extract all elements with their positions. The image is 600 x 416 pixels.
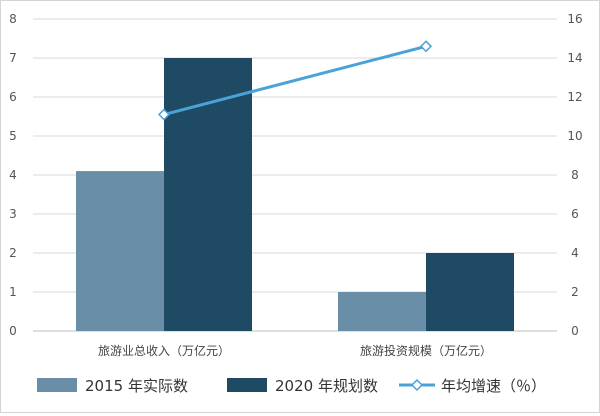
- left-tick-label: 6: [9, 90, 17, 104]
- left-tick-label: 0: [9, 324, 17, 338]
- left-y-axis: 0 1 2 3 4 5 6 7 8: [9, 12, 17, 338]
- line-series: [157, 40, 433, 121]
- x-axis: 旅游业总收入（万亿元） 旅游投资规模（万亿元）: [98, 343, 492, 358]
- category-label: 旅游业总收入（万亿元）: [98, 343, 230, 358]
- left-tick-label: 5: [9, 129, 17, 143]
- left-tick-label: 8: [9, 12, 17, 26]
- right-tick-label: 8: [571, 168, 579, 182]
- left-tick-label: 3: [9, 207, 17, 221]
- legend-marker: [410, 378, 424, 392]
- bar: [164, 58, 252, 331]
- bar: [426, 253, 514, 331]
- bar: [76, 171, 164, 331]
- left-tick-label: 1: [9, 285, 17, 299]
- line-point: [157, 108, 171, 121]
- right-y-axis: 0 2 4 6 8 10 12 14 16: [567, 12, 582, 338]
- legend-item: 年均增速（％）: [399, 377, 546, 395]
- right-tick-label: 14: [567, 51, 582, 65]
- line-point: [419, 40, 433, 53]
- legend: 2015 年实际数 2020 年规划数 年均增速（％）: [37, 377, 546, 395]
- right-tick-label: 10: [567, 129, 582, 143]
- legend-item: 2020 年规划数: [227, 377, 378, 395]
- legend-label: 年均增速（％）: [441, 377, 546, 395]
- right-tick-label: 0: [571, 324, 579, 338]
- legend-label: 2015 年实际数: [85, 377, 188, 395]
- bar: [338, 292, 426, 331]
- bar-series: [76, 58, 514, 331]
- legend-swatch: [37, 378, 77, 392]
- right-tick-label: 4: [571, 246, 579, 260]
- left-tick-label: 7: [9, 51, 17, 65]
- left-tick-label: 2: [9, 246, 17, 260]
- legend-item: 2015 年实际数: [37, 377, 188, 395]
- left-tick-label: 4: [9, 168, 17, 182]
- right-tick-label: 12: [567, 90, 582, 104]
- right-tick-label: 6: [571, 207, 579, 221]
- right-tick-label: 2: [571, 285, 579, 299]
- legend-swatch: [227, 378, 267, 392]
- growth-line: [163, 44, 427, 117]
- right-tick-label: 16: [567, 12, 582, 26]
- category-label: 旅游投资规模（万亿元）: [360, 343, 492, 358]
- legend-label: 2020 年规划数: [275, 377, 378, 395]
